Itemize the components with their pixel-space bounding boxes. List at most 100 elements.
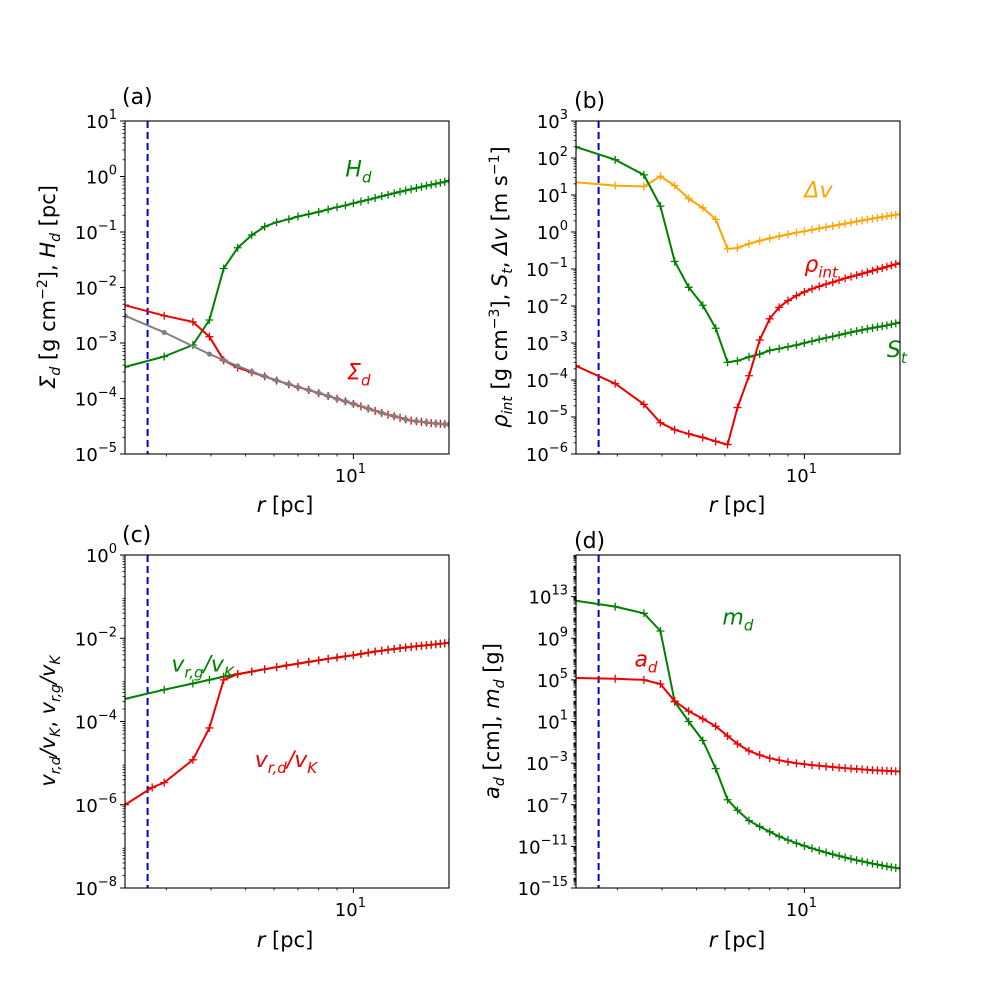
panel-b-series-int-point [784,296,793,305]
panel-d-series-ad-point [807,761,816,770]
panel-d-series-md-point [775,832,784,841]
panel-b-series-v-point [611,181,620,190]
panel-a-series-grey-line [125,314,449,426]
panel-a-series-hd-point [390,189,399,198]
panel-b-series-v-point [828,222,837,231]
panel-d-ytick-label: 105 [537,667,568,692]
panel-d-series-ad-point [744,746,753,755]
panel-a-series-grey-point [273,377,280,383]
panel-b-series-int-point [576,361,580,370]
panel-d-series-md-point [698,736,707,745]
panel-a-series-hd-point [205,315,214,324]
panel-d-series-md-point [684,717,693,726]
panel-d-series-md-point [792,839,801,848]
panel-a-series-hd-point [293,212,302,221]
panel-a-annotation-hd: Hd [345,158,372,187]
panel-b-series-int-point [896,259,900,268]
panel-d-series-ad-point [670,697,679,706]
panel-b-series-v-point [755,236,764,245]
panel-b-ytick-label: 10−2 [526,293,568,318]
panel-c-series-vr-g-vk-point [188,679,197,688]
panel-c-series-vr-d-vk-point [260,665,269,674]
panel-b-series-v-point [670,181,679,190]
panel-c-series-vr-d-vk-point [356,649,365,658]
panel-c: (c) 10−8 10−6 10−4 10−2 100 101 vr,g/vK vr,d/vK… [36,523,450,952]
panel-d-series-md-point [815,846,824,855]
panel-b-series-st-point [698,301,707,310]
panel-a-series-grey-point [249,369,255,375]
panel-a-series-grey-point [403,416,409,423]
panel-b-series-v-point [822,223,831,232]
panel-a-xlabel: r [pc] [257,493,314,517]
panel-b-series-st-point [639,170,648,179]
panel-b-series-int-point [684,429,693,438]
panel-b-series-int-point [711,437,720,446]
panel-d-series-ad-point [711,722,720,731]
panel-d-series-ad-point [784,757,793,766]
panel-d-series-ad-point [775,756,784,765]
panel-b-series-int-point [847,272,856,281]
panel-b-series-st-point [815,335,824,344]
panel-c-series-vr-d-vk-point [390,645,399,654]
panel-b-series-v-line [576,175,900,250]
panel-b-series-v-point [792,228,801,237]
panel-b-series-st-point [835,330,844,339]
panel-a-series-grey-point [391,413,397,419]
panel-c-ytick-label: 10−6 [75,792,117,817]
panel-a-series-d-point [160,311,169,320]
panel-b-annotation-v: Δv [802,179,833,204]
panel-a-series-hd-point [324,205,333,214]
panel-a-series-hd-point [445,176,449,185]
panel-b-ytick-label: 10−4 [526,367,568,392]
panel-b-series-v-point [656,172,665,181]
panel-c-series-vr-d-vk-point [247,667,256,676]
panel-d-series-md-point [841,853,850,862]
panel-a-series-hd-point [377,192,386,201]
panel-b-series-st-point [891,319,900,328]
panel-d-series-md-point [878,861,887,870]
panel-c-series-vr-d-vk-point [314,656,323,665]
panel-a-series-hd-point [364,195,373,204]
panel-d-series-md-point [723,795,732,804]
panel-d-series-md-point [858,857,867,866]
panel-d-plot-area: 10−15 10−11 10−7 10−3 101 105 109 1013 101 md ad [518,554,901,921]
panel-c-data-layer [125,555,449,888]
panel-d-series-ad-point [792,759,801,768]
panel-d-series-md-point [807,844,816,853]
panel-a-label: (a) [122,85,153,110]
panel-d-series-md-point [887,863,896,872]
panel-a-series-grey-point [286,381,292,387]
panel-b-plot-area: 10−6 10−5 10−4 10−3 10−2 10−1 100 101 102 103 101 Δ… [526,108,908,487]
panel-c-series-vr-d-vk-point [324,654,333,663]
panel-a-series-d-point [125,301,129,310]
panel-b-series-int-point [765,314,774,323]
panel-d-series-md-point [733,806,742,815]
panel-a: (a) 10−5 10−4 10−3 10−2 10−1 100 101 101 Hd Σd r … [35,85,450,517]
panel-b-series-st-point [852,327,861,336]
panel-d-ytick-label: 101 [537,709,568,734]
panel-d-series-md-point [835,851,844,860]
panel-b-series-int-point [841,274,850,283]
panel-d-series-md-point [852,856,861,865]
panel-a-series-grey-point [221,357,227,363]
panel-b-series-st-point [822,333,831,342]
panel-a-series-hd-point [160,352,169,361]
panel-b-series-st-point [868,323,877,332]
panel-d-series-md-point [800,841,809,850]
panel-b-series-st-point [873,323,882,332]
panel-c-series-vr-d-vk-point [125,800,129,809]
panel-b: (b) 10−6 10−5 10−4 10−3 10−2 10−1 100 101 102 103… [487,89,908,517]
panel-b-series-st-point [858,325,867,334]
panel-b-series-v-point [698,203,707,212]
panel-d-series-md-point [896,864,900,873]
panel-b-series-int-point [852,271,861,280]
panel-b-series-v-point [807,225,816,234]
panel-b-series-v-point [684,194,693,203]
panel-c-series-vr-d-vk-point [304,657,313,666]
panel-c-ytick-label: 10−8 [75,875,117,900]
panel-b-xtick-label: 101 [786,462,817,487]
panel-c-series-vr-d-vk-point [371,647,380,656]
panel-b-series-int-point [807,284,816,293]
panel-d-axes-frame [575,554,901,889]
panel-b-series-int-point [891,260,900,269]
